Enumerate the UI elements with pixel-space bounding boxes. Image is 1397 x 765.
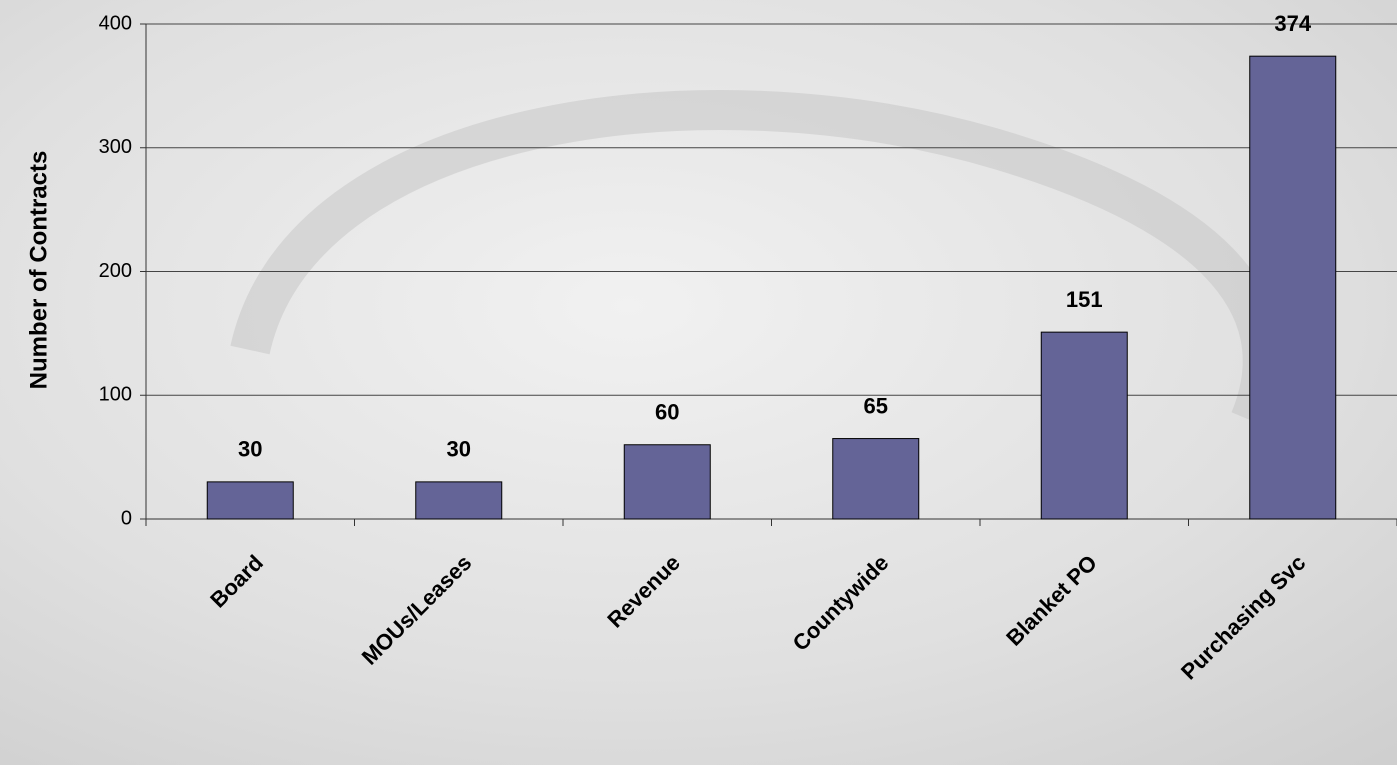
bar [206,481,294,520]
value-label: 60 [655,400,679,425]
y-tick-label: 0 [121,507,132,529]
bar [1249,55,1337,520]
bar [832,438,920,520]
y-axis-label: Number of Contracts [25,151,52,390]
value-label: 151 [1066,287,1103,312]
value-label: 374 [1274,11,1311,36]
background-decoration [230,90,1283,428]
bar [1040,331,1128,520]
y-tick-label: 100 [99,384,132,406]
bar [623,444,711,520]
bar [415,481,503,520]
value-label: 30 [238,437,262,462]
value-label: 30 [447,437,471,462]
y-tick-label: 200 [99,260,132,282]
value-label: 65 [864,393,888,418]
y-tick-label: 400 [99,12,132,34]
y-tick-label: 300 [99,136,132,158]
